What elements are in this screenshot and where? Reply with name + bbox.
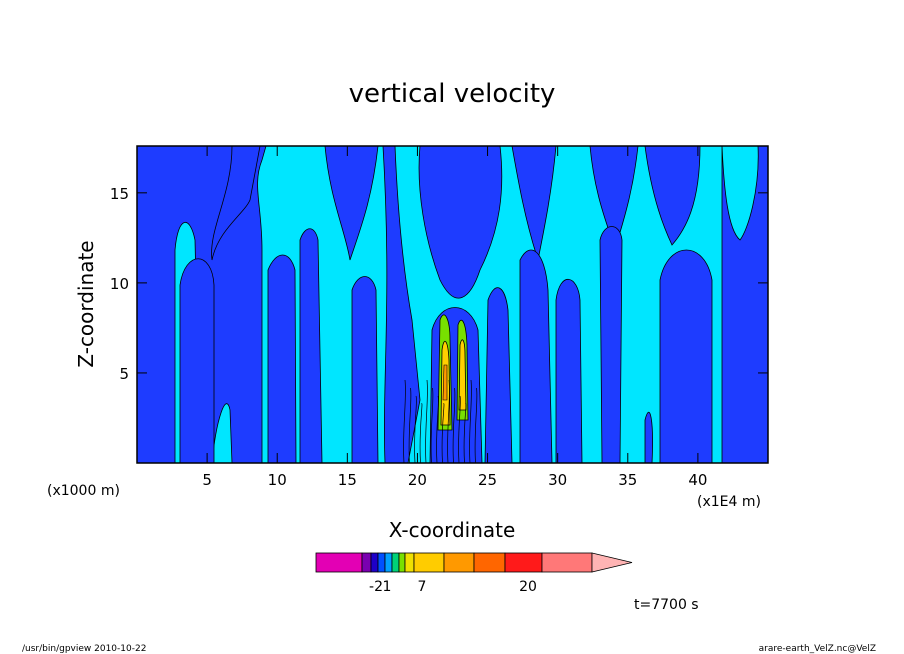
x-axis-label: X-coordinate <box>389 518 516 542</box>
downdraft-region-16 <box>659 249 713 463</box>
x-unit-right: (x1E4 m) <box>697 494 761 510</box>
core-contour-9 <box>452 387 456 463</box>
velocity-field <box>137 146 768 463</box>
core-contour-12 <box>469 379 472 463</box>
updraft-core-right <box>458 339 467 411</box>
core-contour-3 <box>419 403 423 463</box>
core-contour-1 <box>408 387 412 463</box>
core-contour-11 <box>463 403 467 463</box>
colorbar-swatch <box>370 552 379 573</box>
downdraft-region-6 <box>351 276 379 463</box>
x-tick-label: 35 <box>618 471 637 489</box>
colorbar-swatch <box>384 552 393 573</box>
footer-right: arare-earth_VelZ.nc@VelZ <box>759 644 876 654</box>
colorbar-swatch <box>541 552 593 573</box>
colorbar-arrow <box>591 552 633 573</box>
core-contour-4 <box>425 379 428 463</box>
colorbar <box>315 552 633 573</box>
core-contour-10 <box>458 395 461 463</box>
x-ticks: 5 10 15 20 25 30 35 40 <box>202 146 707 489</box>
colorbar-swatch <box>413 552 445 573</box>
core-contour-8 <box>447 379 450 463</box>
updraft-core-max <box>442 364 448 401</box>
core-contour-7 <box>441 403 445 463</box>
downdraft-region-8 <box>418 146 503 299</box>
y-tick-label: 15 <box>110 185 129 203</box>
downdraft-region-4 <box>299 228 323 463</box>
colorbar-swatch <box>315 552 363 573</box>
colorbar-swatch <box>443 552 475 573</box>
x-tick-label: 40 <box>688 471 707 489</box>
x-unit-left: (x1000 m) <box>47 483 120 499</box>
chart-title: vertical velocity <box>349 79 556 109</box>
downdraft-region-13 <box>555 279 583 463</box>
y-tick-label: 5 <box>119 365 129 383</box>
footer-left: /usr/bin/gpview 2010-10-22 <box>22 644 146 654</box>
core-contour-0 <box>403 379 406 463</box>
downdraft-region-2 <box>211 146 261 261</box>
downdraft-region-19 <box>644 411 653 463</box>
plot-area <box>136 145 769 464</box>
downdraft-region-5 <box>324 146 379 261</box>
x-tick-label: 15 <box>338 471 357 489</box>
time-label: t=7700 s <box>634 597 699 613</box>
core-contour-2 <box>414 395 417 463</box>
colorbar-tick-labels: -2 1 7 20 <box>369 579 537 595</box>
downdraft-region-3 <box>267 254 297 463</box>
downdraft-region-12 <box>519 249 553 463</box>
downdraft-region-17 <box>644 146 701 246</box>
colorbar-swatch <box>361 552 372 573</box>
colorbar-swatch <box>398 552 406 573</box>
x-tick-label: 25 <box>478 471 497 489</box>
x-tick-label: 10 <box>268 471 287 489</box>
x-tick-label: 30 <box>548 471 567 489</box>
downdraft-region-10 <box>484 287 513 463</box>
colorbar-swatch <box>377 552 386 573</box>
colorbar-swatch <box>504 552 543 573</box>
core-contour-6 <box>436 395 439 463</box>
y-axis-label: Z-coordinate <box>74 240 98 367</box>
colorbar-swatch <box>473 552 506 573</box>
plot-frame <box>136 145 769 464</box>
colorbar-tick-label: 1 <box>383 579 392 595</box>
y-ticks: 5 10 15 <box>110 185 768 383</box>
colorbar-swatch <box>404 552 415 573</box>
downdraft-region-9 <box>429 307 483 463</box>
downdraft-region-7 <box>382 146 421 463</box>
downdraft-region-15 <box>599 226 623 463</box>
core-contour-13 <box>474 387 478 463</box>
colorbar-tick-label: 20 <box>519 579 537 595</box>
x-tick-label: 20 <box>408 471 427 489</box>
colorbar-swatch <box>391 552 400 573</box>
x-tick-label: 5 <box>202 471 212 489</box>
colorbar-tick-label: -2 <box>369 579 383 595</box>
downdraft-region-1 <box>179 258 215 463</box>
core-contour-5 <box>430 387 434 463</box>
colorbar-tick-label: 7 <box>418 579 427 595</box>
y-tick-label: 10 <box>110 275 129 293</box>
